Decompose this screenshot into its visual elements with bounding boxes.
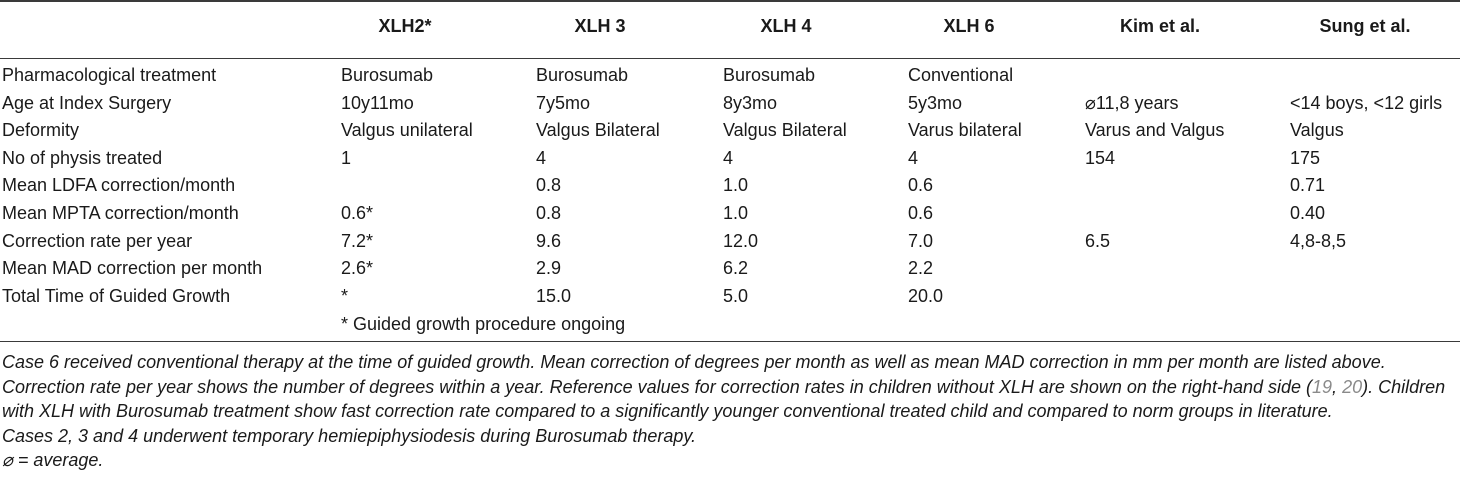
- table-cell: 12.0: [723, 230, 759, 251]
- table-cell: 154: [1085, 147, 1116, 168]
- table-cell: 2.9: [536, 258, 562, 279]
- note-paragraph: Case 6 received conventional therapy at …: [2, 350, 1458, 424]
- table-cell: 20.0: [908, 285, 944, 306]
- table-cell: 1: [341, 147, 352, 168]
- table-row: Pharmacological treatment Burosumab Burosu…: [0, 62, 1460, 89]
- table-header-rule: [0, 58, 1460, 59]
- table-row: Mean LDFA correction/month 0.8 1.0 0.6 0.71: [0, 172, 1460, 199]
- row-label: Deformity: [2, 120, 80, 141]
- note-text: Case 6 received conventional therapy at …: [2, 352, 1386, 397]
- row-label: Mean MAD correction per month: [2, 258, 263, 279]
- table-cell: Valgus unilateral: [341, 120, 473, 141]
- note-paragraph: Cases 2, 3 and 4 underwent temporary hem…: [2, 425, 697, 446]
- table-row: Deformity Valgus unilateral Valgus Bilater…: [0, 117, 1460, 144]
- table-cell: 7y5mo: [536, 92, 591, 113]
- row-label: Mean MPTA correction/month: [2, 203, 239, 223]
- note-paragraph: ⌀ = average.: [2, 450, 104, 470]
- reference-link[interactable]: 19: [1312, 376, 1333, 397]
- column-header: XLH2*: [378, 16, 432, 36]
- column-header: Sung et al.: [1319, 16, 1411, 36]
- column-header: XLH 6: [943, 16, 995, 36]
- table-cell: 2.6*: [341, 258, 374, 279]
- table-cell: 15.0: [536, 285, 572, 306]
- table-row: Mean MPTA correction/month 0.6* 0.8 1.0 0.6 0…: [0, 200, 1460, 227]
- column-header: XLH 3: [574, 16, 626, 36]
- table-cell: 4: [723, 147, 734, 168]
- table-bottom-rule: [0, 341, 1460, 342]
- table-cell: 4,8-8,5: [1290, 230, 1347, 251]
- table-row: No of physis treated 1 4 4 4 154 175: [0, 145, 1460, 172]
- table-cell: 0.71: [1290, 175, 1326, 196]
- table-cell: Varus bilateral: [908, 120, 1022, 141]
- table-cell: 10y11mo: [341, 92, 414, 113]
- table-cell: 0.40: [1290, 203, 1326, 223]
- table-cell: Valgus Bilateral: [723, 120, 847, 141]
- table-top-rule: [0, 0, 1460, 2]
- column-header: Kim et al.: [1119, 16, 1201, 36]
- table-cell: 4: [536, 147, 547, 168]
- table-cell: 5y3mo: [908, 92, 963, 113]
- table-row: Total Time of Guided Growth * 15.0 5.0 20.0: [0, 283, 1460, 310]
- table-row: Correction rate per year 7.2* 9.6 12.0 7.0 6.…: [0, 228, 1460, 255]
- table-cell: 6.5: [1085, 230, 1111, 251]
- note-text: ). Children with XLH with Burosumab trea…: [2, 376, 1446, 422]
- table-cell: Burosumab: [341, 65, 434, 85]
- table-cell: Burosumab: [723, 65, 816, 85]
- table-cell: Valgus Bilateral: [536, 120, 660, 141]
- table-cell: 9.6: [536, 230, 562, 251]
- table-cell: 0.8: [536, 203, 562, 223]
- table-cell: 175: [1290, 147, 1321, 168]
- table-cell: <14 boys, <12 girls: [1290, 92, 1443, 113]
- note-text: ,: [1332, 376, 1343, 397]
- table-cell: 7.0: [908, 230, 934, 251]
- column-header: XLH 4: [760, 16, 812, 36]
- table-cell: 5.0: [723, 285, 749, 306]
- table-cell: 7.2*: [341, 230, 374, 251]
- table-cell: 8y3mo: [723, 92, 778, 113]
- table-cell: 0.6: [908, 203, 934, 223]
- table-cell: Varus and Valgus: [1085, 120, 1225, 141]
- table-cell: *: [341, 285, 349, 306]
- table-cell: 2.2: [908, 258, 934, 279]
- table-cell: Valgus: [1290, 120, 1344, 141]
- row-label: No of physis treated: [2, 147, 163, 168]
- reference-link[interactable]: 20: [1342, 376, 1363, 397]
- table-cell: 4: [908, 147, 919, 168]
- table-row: Mean MAD correction per month 2.6* 2.9 6.2 2…: [0, 255, 1460, 282]
- row-label: Pharmacological treatment: [2, 65, 217, 85]
- table-footnote: * Guided growth procedure ongoing: [341, 314, 626, 334]
- table-header-row: XLH2* XLH 3 XLH 4 XLH 6 Kim et al. Sung …: [0, 0, 1460, 58]
- table-cell: 1.0: [723, 203, 749, 223]
- row-label: Total Time of Guided Growth: [2, 285, 231, 306]
- table-cell: 1.0: [723, 175, 749, 196]
- table-cell: ⌀11,8 years: [1085, 92, 1179, 113]
- table-notes: Case 6 received conventional therapy at …: [2, 350, 1458, 473]
- table-cell: 6.2: [723, 258, 749, 279]
- table-row: Age at Index Surgery 10y11mo 7y5mo 8y3mo 5y3…: [0, 90, 1460, 117]
- table-cell: 0.6*: [341, 203, 374, 223]
- table-cell: 0.8: [536, 175, 562, 196]
- row-label: Age at Index Surgery: [2, 92, 172, 113]
- table-cell: Conventional: [908, 65, 1014, 85]
- row-label: Mean LDFA correction/month: [2, 175, 236, 196]
- row-label: Correction rate per year: [2, 230, 193, 251]
- table-cell: 0.6: [908, 175, 934, 196]
- table-cell: Burosumab: [536, 65, 629, 85]
